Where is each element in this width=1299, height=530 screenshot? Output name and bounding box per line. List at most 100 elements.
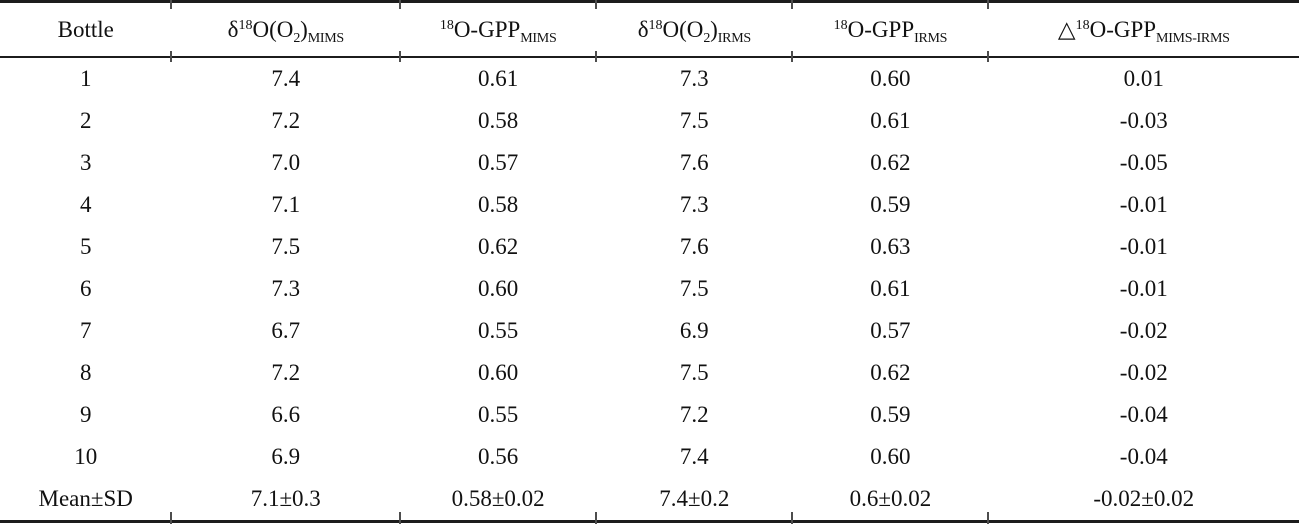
table-cell: 6.9 <box>679 318 709 343</box>
table-cell: 7.4±0.2 <box>596 478 793 523</box>
table-cell: 0.59 <box>870 402 911 427</box>
table-cell: 7.5 <box>271 234 301 259</box>
table-cell: 7 <box>79 318 92 343</box>
table-cell: 0.60 <box>478 276 519 301</box>
column-boundary-tick <box>399 512 401 524</box>
table-cell: 0.62 <box>870 360 911 385</box>
table-cell: 7.3 <box>679 192 709 217</box>
table-cell: 0.59 <box>870 192 911 217</box>
column-header-18o-gpp-mims: 18O-GPPMIMS <box>400 0 597 58</box>
table-cell: 6 <box>79 276 92 301</box>
column-header-d18o-o2-irms: δ18O(O2)IRMS <box>596 0 793 58</box>
table-cell: 0.60 <box>870 444 911 469</box>
table-row: 1 7.4 0.61 7.3 0.60 0.01 <box>0 57 1299 100</box>
column-boundary-tick <box>399 0 401 9</box>
table-cell: 0.58 <box>478 108 519 133</box>
column-boundary-tick <box>595 0 597 9</box>
table-row: 6 7.3 0.60 7.5 0.61 -0.01 <box>0 268 1299 310</box>
table-cell: 0.58 <box>478 192 519 217</box>
table-cell: -0.03 <box>1119 108 1168 133</box>
table-cell: -0.01 <box>1119 276 1168 301</box>
table-cell: 0.57 <box>870 318 911 343</box>
table-cell: 3 <box>79 150 92 175</box>
table-cell: 0.60 <box>870 66 911 91</box>
column-boundary-tick <box>791 51 793 62</box>
table-cell: 0.56 <box>478 444 519 469</box>
table-cell: 6.7 <box>271 318 301 343</box>
summary-row: Mean±SD 7.1±0.3 0.58±0.02 7.4±0.2 0.6±0.02 -0… <box>0 478 1299 523</box>
table-cell: 0.63 <box>870 234 911 259</box>
table-cell: -0.04 <box>1119 444 1168 469</box>
table-cell: 0.57 <box>478 150 519 175</box>
table-cell: 7.5 <box>679 360 709 385</box>
table-cell: -0.04 <box>1119 402 1168 427</box>
table-cell: 10 <box>74 444 98 469</box>
table-cell: -0.02 <box>1119 318 1168 343</box>
table-cell: 7.5 <box>679 276 709 301</box>
column-boundary-tick <box>399 51 401 62</box>
table-cell: -0.01 <box>1119 234 1168 259</box>
table-cell: 2 <box>79 108 92 133</box>
table-cell: 7.3 <box>679 66 709 91</box>
table-cell: 0.58±0.02 <box>400 478 597 523</box>
table-row: 4 7.1 0.58 7.3 0.59 -0.01 <box>0 184 1299 226</box>
column-boundary-tick <box>987 512 989 524</box>
table-row: 10 6.9 0.56 7.4 0.60 -0.04 <box>0 436 1299 478</box>
column-boundary-tick <box>595 512 597 524</box>
table-cell: 6.6 <box>271 402 301 427</box>
table-cell: 8 <box>79 360 92 385</box>
table-cell: -0.02±0.02 <box>988 478 1299 523</box>
table-row: 3 7.0 0.57 7.6 0.62 -0.05 <box>0 142 1299 184</box>
column-header-bottle: Bottle <box>0 0 172 58</box>
table-cell: -0.05 <box>1119 150 1168 175</box>
table-row: 8 7.2 0.60 7.5 0.62 -0.02 <box>0 352 1299 394</box>
table-cell: 7.2 <box>679 402 709 427</box>
table-body: 1 7.4 0.61 7.3 0.60 0.01 2 7.2 0.58 7.5 0.61 -0.03 3… <box>0 57 1299 523</box>
column-boundary-tick <box>791 0 793 9</box>
column-boundary-tick <box>595 51 597 62</box>
table-cell: 4 <box>79 192 92 217</box>
table-cell: 7.5 <box>679 108 709 133</box>
table-cell: Mean±SD <box>0 478 172 523</box>
table-cell: 7.2 <box>271 108 301 133</box>
table-cell: 0.61 <box>478 66 519 91</box>
table-cell: -0.02 <box>1119 360 1168 385</box>
table-cell: 7.6 <box>679 150 709 175</box>
table-cell: 6.9 <box>271 444 301 469</box>
table-cell: 0.55 <box>478 318 519 343</box>
table-cell: 9 <box>79 402 92 427</box>
table-cell: 7.0 <box>271 150 301 175</box>
column-boundary-tick <box>987 51 989 62</box>
column-boundary-tick <box>170 512 172 524</box>
table-cell: 7.4 <box>679 444 709 469</box>
table-cell: 0.61 <box>870 108 911 133</box>
column-header-d18o-o2-mims: δ18O(O2)MIMS <box>171 0 401 58</box>
table-cell: 0.60 <box>478 360 519 385</box>
table-cell: 5 <box>79 234 92 259</box>
table-cell: 7.1 <box>271 192 301 217</box>
table-cell: 0.6±0.02 <box>792 478 989 523</box>
table-cell: 0.61 <box>870 276 911 301</box>
table-row: 9 6.6 0.55 7.2 0.59 -0.04 <box>0 394 1299 436</box>
table-row: 2 7.2 0.58 7.5 0.61 -0.03 <box>0 100 1299 142</box>
table-row: 5 7.5 0.62 7.6 0.63 -0.01 <box>0 226 1299 268</box>
column-header-18o-gpp-irms: 18O-GPPIRMS <box>792 0 989 58</box>
column-boundary-tick <box>170 51 172 62</box>
table-row: 7 6.7 0.55 6.9 0.57 -0.02 <box>0 310 1299 352</box>
table-cell: 7.6 <box>679 234 709 259</box>
table-cell: 0.01 <box>1123 66 1164 91</box>
table-cell: -0.01 <box>1119 192 1168 217</box>
column-boundary-tick <box>987 0 989 9</box>
table-cell: 0.62 <box>478 234 519 259</box>
table-cell: 7.4 <box>271 66 301 91</box>
column-boundary-tick <box>170 0 172 9</box>
table-cell: 1 <box>79 66 92 91</box>
table-cell: 7.2 <box>271 360 301 385</box>
column-boundary-tick <box>791 512 793 524</box>
table-cell: 7.1±0.3 <box>171 478 401 523</box>
header-row: Bottle δ18O(O2)MIMS 18O-GPPMIMS δ18O(O2)… <box>0 0 1299 58</box>
table-cell: 0.55 <box>478 402 519 427</box>
table-cell: 0.62 <box>870 150 911 175</box>
